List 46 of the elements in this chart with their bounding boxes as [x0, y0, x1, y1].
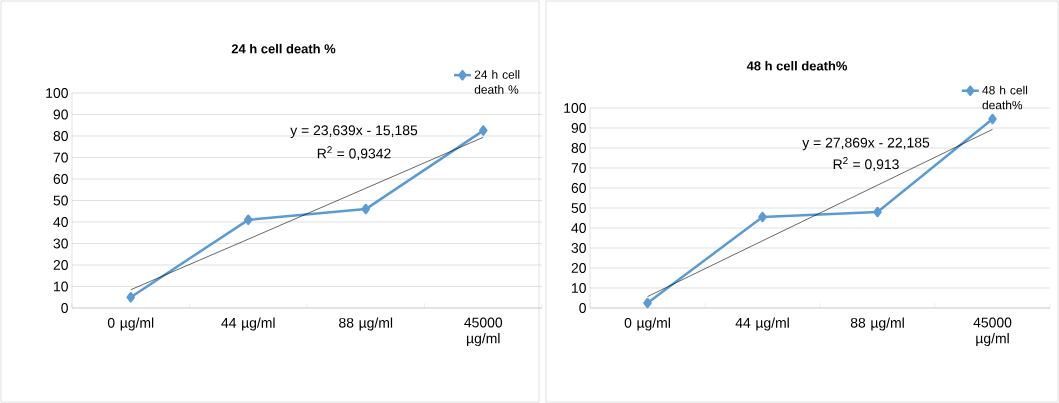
point — [244, 214, 253, 226]
y-tick-label: 50 — [571, 203, 586, 213]
y-tick-label: 20 — [571, 263, 586, 273]
annotation: R$^{2}$ = 0,9342 — [317, 146, 391, 161]
y-tick-label: 70 — [571, 163, 586, 173]
point — [873, 206, 882, 218]
y-tick-label: 30 — [571, 243, 586, 253]
x-tick-label: 44 µg/ml — [221, 317, 275, 331]
y-tick-label: 80 — [571, 143, 586, 153]
y-tick-label: 70 — [53, 152, 68, 163]
annotation: R$^{2}$ = 0,913 — [833, 157, 899, 171]
annotation: y = 23,639x - 15,185 — [290, 125, 418, 139]
y-tick-label: 0 — [579, 303, 586, 313]
y-tick-label: 30 — [53, 238, 68, 249]
chart-title: 24 h cell death % — [231, 43, 336, 54]
x-tick-label: 88 µg/ml — [850, 317, 904, 331]
annotation: y = 27,869x - 22,185 — [802, 137, 930, 151]
y-tick-label: 60 — [571, 183, 586, 193]
y-tick-label: 10 — [54, 281, 68, 292]
point — [126, 292, 135, 303]
y-tick-label: 20 — [53, 260, 68, 270]
x-tick-label: 0 µg/ml — [107, 317, 154, 331]
point — [758, 211, 767, 223]
y-tick-label: 100 — [564, 103, 586, 113]
x-tick-label: 44 µg/ml — [735, 317, 789, 331]
y-tick-label: 90 — [571, 123, 586, 133]
y-tick-label: 0 — [61, 303, 68, 313]
point — [361, 203, 370, 215]
x-tick-label: 45000 µg/ml — [973, 317, 1012, 347]
y-tick-label: 60 — [53, 174, 68, 184]
y-tick-label: 40 — [53, 217, 68, 227]
legend-label: 24 h cell death % — [474, 70, 520, 94]
point — [988, 113, 997, 125]
y-tick-label: 50 — [53, 195, 68, 206]
chart-title: 48 h cell death% — [746, 60, 848, 71]
x-tick-label: 45000 µg/ml — [464, 317, 503, 347]
y-tick-label: 80 — [53, 131, 68, 141]
x-tick-label: 0 µg/ml — [624, 317, 670, 331]
x-tick-label: 88 µg/ml — [339, 317, 393, 331]
point — [643, 297, 652, 309]
point — [479, 125, 488, 136]
y-tick-label: 40 — [571, 223, 586, 233]
y-tick-label: 90 — [53, 109, 68, 120]
y-tick-label: 10 — [572, 283, 586, 293]
legend-label: 48 h cell death% — [982, 85, 1028, 110]
y-tick-label: 100 — [46, 88, 68, 98]
